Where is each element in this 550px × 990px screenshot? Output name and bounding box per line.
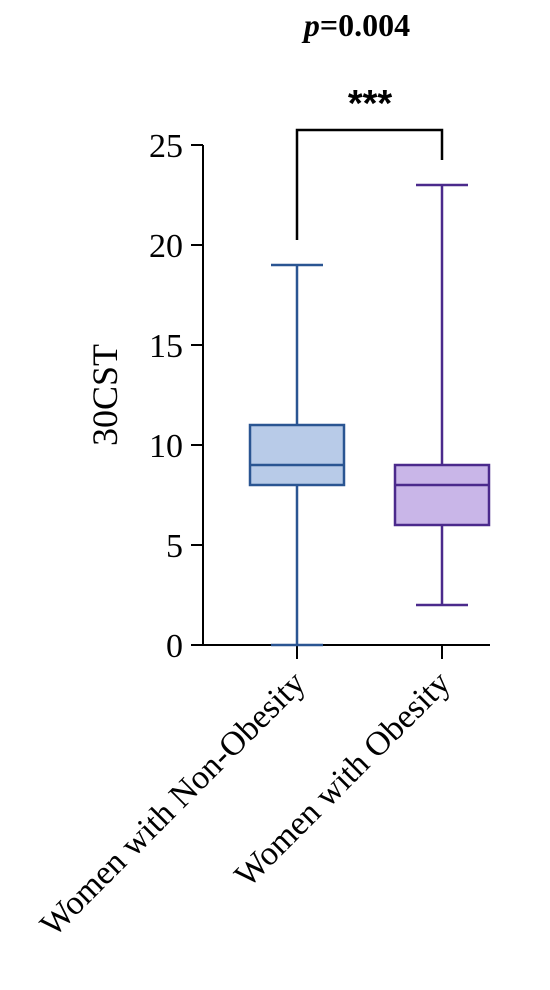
y-tick-label: 5 <box>166 528 183 565</box>
iqr-box <box>248 423 346 487</box>
iqr-box <box>393 463 491 527</box>
x-tick-label: Women with Non-Obesity <box>33 664 312 943</box>
axes: 0 5 10 15 20 25 <box>149 128 490 665</box>
y-tick-label: 0 <box>166 628 183 665</box>
boxes <box>248 183 491 647</box>
y-tick-label: 25 <box>149 128 183 165</box>
y-tick-label: 15 <box>149 328 183 365</box>
p-value-prefix: p <box>301 7 320 43</box>
y-axis-label: 30CST <box>85 344 125 446</box>
significance-bracket <box>295 128 444 240</box>
box-1 <box>248 263 346 647</box>
significance-stars: *** <box>348 83 393 125</box>
y-tick-label: 10 <box>149 428 183 465</box>
p-value-label: p=0.004 <box>301 7 410 43</box>
box-2 <box>393 183 491 607</box>
p-value-text: =0.004 <box>320 7 410 43</box>
y-tick-label: 20 <box>149 228 183 265</box>
